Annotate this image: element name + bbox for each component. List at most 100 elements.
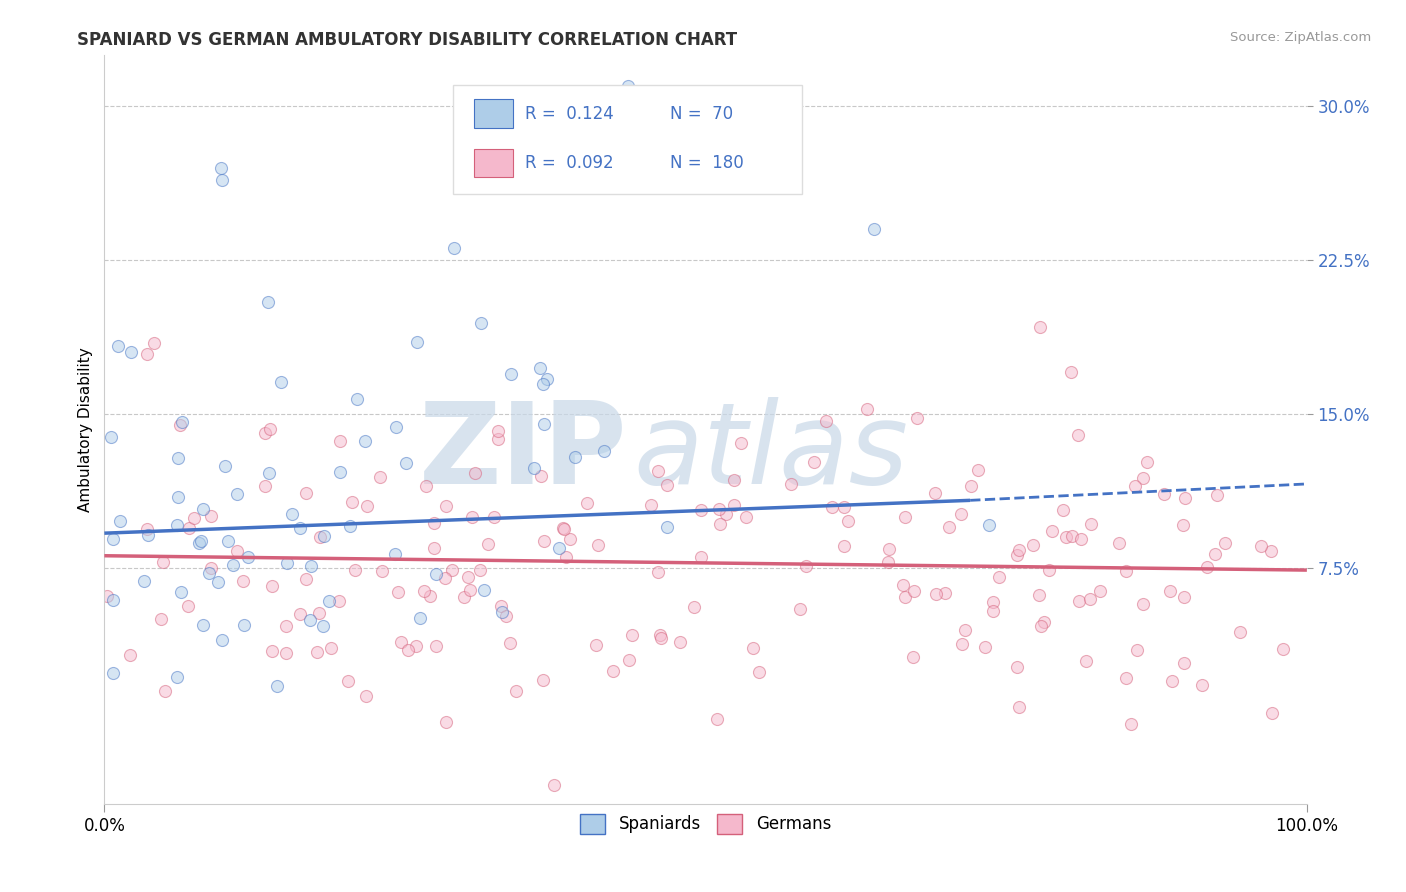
Point xyxy=(1022,538,1045,552)
Point xyxy=(434,500,457,514)
Point xyxy=(295,572,318,586)
Point xyxy=(132,574,155,588)
Point xyxy=(120,345,142,359)
Point xyxy=(1060,365,1083,379)
Point xyxy=(108,514,131,528)
Point xyxy=(741,640,763,655)
Point xyxy=(384,420,406,434)
Point xyxy=(468,563,491,577)
Point xyxy=(290,607,312,622)
Point xyxy=(621,628,644,642)
Point xyxy=(188,536,211,550)
Point xyxy=(166,670,188,684)
Point xyxy=(1074,654,1097,668)
Point xyxy=(311,619,333,633)
Point xyxy=(575,496,598,510)
Point xyxy=(564,450,586,464)
Point xyxy=(340,494,363,508)
Y-axis label: Ambulatory Disability: Ambulatory Disability xyxy=(79,347,93,512)
Point xyxy=(655,478,678,492)
Point xyxy=(987,570,1010,584)
Point xyxy=(488,424,510,438)
Point xyxy=(1191,678,1213,692)
Point xyxy=(486,432,509,446)
Point xyxy=(209,161,232,175)
Point xyxy=(191,502,214,516)
Point xyxy=(730,436,752,450)
Point xyxy=(585,639,607,653)
Point xyxy=(368,470,391,484)
Point xyxy=(903,583,925,598)
Point xyxy=(529,361,551,376)
Point xyxy=(166,518,188,533)
Point xyxy=(1042,524,1064,538)
Point xyxy=(169,585,191,599)
Point xyxy=(1007,660,1029,674)
Point xyxy=(470,316,492,330)
Point xyxy=(789,602,811,616)
Point xyxy=(396,643,419,657)
Point xyxy=(191,617,214,632)
Point xyxy=(464,467,486,481)
Point xyxy=(371,564,394,578)
Point xyxy=(1054,530,1077,544)
Point xyxy=(1173,657,1195,671)
Point xyxy=(257,294,280,309)
Point xyxy=(723,474,745,488)
Point xyxy=(232,574,254,589)
Point xyxy=(950,637,973,651)
Point xyxy=(346,392,368,406)
Point xyxy=(1090,583,1112,598)
Point xyxy=(1108,536,1130,550)
Point xyxy=(214,459,236,474)
Point xyxy=(553,522,575,536)
Point xyxy=(470,176,492,190)
Point xyxy=(434,714,457,729)
Point xyxy=(617,78,640,93)
Text: R =  0.124: R = 0.124 xyxy=(526,104,614,122)
Point xyxy=(415,479,437,493)
Point xyxy=(312,528,335,542)
Point xyxy=(170,415,193,429)
Point xyxy=(536,372,558,386)
Point xyxy=(779,477,801,491)
Point xyxy=(1136,455,1159,469)
Point xyxy=(1174,491,1197,505)
Point xyxy=(1031,619,1053,633)
Point xyxy=(938,519,960,533)
Point xyxy=(1115,564,1137,578)
Point xyxy=(211,173,233,187)
Point xyxy=(832,500,855,514)
Point xyxy=(298,613,321,627)
Point xyxy=(1173,518,1195,533)
Point xyxy=(960,479,983,493)
Point xyxy=(336,674,359,689)
Point xyxy=(353,434,375,448)
Point xyxy=(1067,428,1090,442)
Point xyxy=(1229,624,1251,639)
Text: N =  180: N = 180 xyxy=(669,154,744,172)
Point xyxy=(499,636,522,650)
Point xyxy=(979,517,1001,532)
Point xyxy=(136,528,159,542)
Point xyxy=(593,443,616,458)
Point xyxy=(1126,643,1149,657)
Point xyxy=(1160,673,1182,688)
Point xyxy=(453,591,475,605)
Point xyxy=(183,511,205,525)
Text: R =  0.092: R = 0.092 xyxy=(526,154,614,172)
Point xyxy=(190,533,212,548)
Point xyxy=(100,430,122,444)
Point xyxy=(815,415,838,429)
Point xyxy=(1272,641,1295,656)
Point xyxy=(953,623,976,637)
Point xyxy=(547,541,569,556)
Point xyxy=(894,590,917,604)
Point xyxy=(981,595,1004,609)
Point xyxy=(837,514,859,528)
Point xyxy=(967,463,990,477)
Point xyxy=(706,712,728,726)
Point xyxy=(803,455,825,469)
Point xyxy=(505,684,527,698)
Point xyxy=(260,579,283,593)
